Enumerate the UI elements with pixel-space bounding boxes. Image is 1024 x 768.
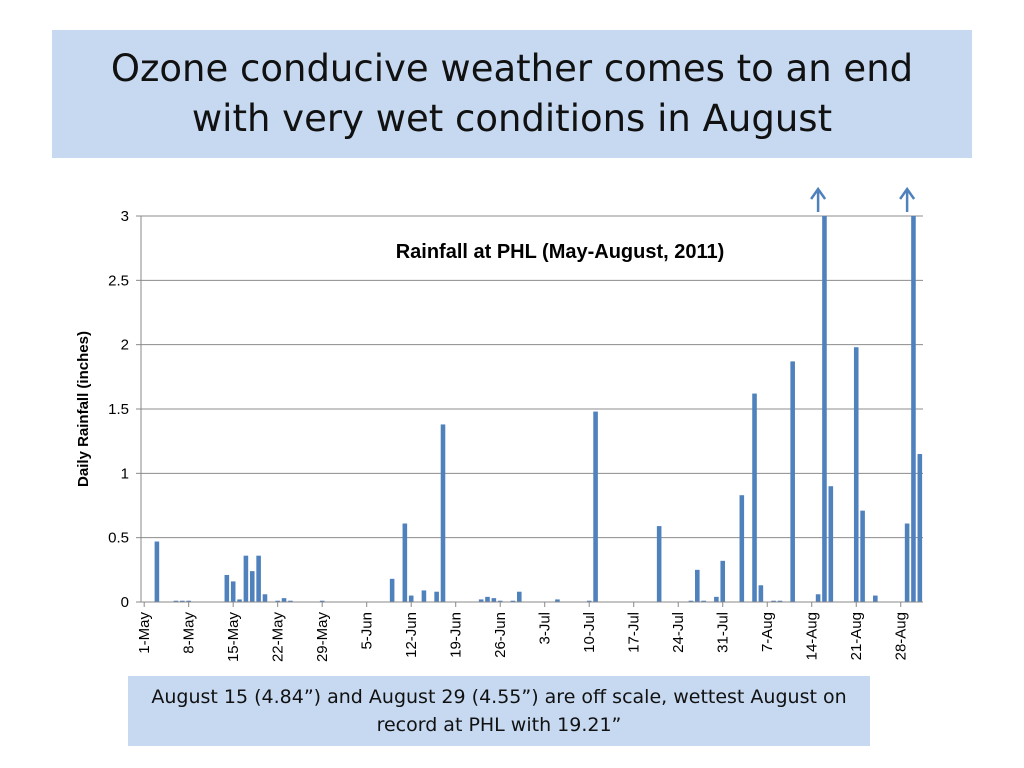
bar-5-Aug [752, 393, 757, 602]
x-tick-label: 17-Jul [626, 612, 643, 653]
bar-5-Jul [555, 599, 560, 602]
bar-3-May [154, 541, 160, 602]
bar-17-Jun [440, 424, 446, 602]
bar-28-Jul [701, 600, 706, 602]
y-tick-labels: 0 0.5 1 1.5 2 2.5 3 [108, 208, 141, 611]
bar-8-May [186, 600, 191, 602]
x-tick-label: 26-Jun [492, 612, 509, 658]
bar-22-May [275, 600, 280, 602]
x-tick-label: 22-May [270, 612, 287, 663]
bar-20-May [262, 594, 268, 602]
bar-24-Jun [485, 596, 490, 602]
bar-23-May [281, 598, 287, 602]
bar-14-May [224, 574, 230, 602]
off-scale-arrows [810, 186, 916, 212]
bar-3-Aug [739, 495, 745, 602]
off-scale-arrow-29-Aug [899, 186, 916, 212]
x-tick-label: 24-Jul [670, 612, 687, 653]
bar-31-Jul [720, 560, 726, 602]
chart-title: Rainfall at PHL (May-August, 2011) [396, 241, 725, 263]
bar-7-May [180, 600, 185, 602]
bar-23-Jun [478, 599, 484, 602]
bar-29-May [319, 600, 325, 602]
off-scale-arrow-15-Aug [810, 186, 827, 212]
bar-27-Jul [695, 569, 700, 602]
x-tick-label: 7-Aug [759, 612, 776, 652]
x-tick-label: 21-Aug [848, 612, 865, 660]
bar-30-Aug [911, 216, 916, 602]
bar-25-Jun [491, 598, 497, 602]
y-tick-label: 1 [121, 465, 129, 482]
y-axis-title: Daily Rainfall (inches) [75, 331, 92, 487]
bar-22-Aug [860, 510, 865, 602]
bar-28-Jun [510, 600, 516, 602]
x-tick-labels: 1-May 8-May 15-May 22-May 29-May 5-Jun 12-Jun 1… [136, 602, 910, 662]
x-tick-label: 12-Jun [403, 612, 420, 658]
y-tick-label: 3 [121, 208, 129, 225]
x-tick-label: 1-May [136, 612, 153, 654]
bar-14-Jun [421, 590, 427, 602]
x-tick-label: 15-May [225, 612, 242, 663]
y-tick-label: 0 [121, 594, 129, 611]
bar-16-Aug [822, 216, 827, 602]
bar-18-May [249, 571, 255, 602]
bar-9-Jun [389, 578, 395, 602]
x-tick-label: 3-Jul [537, 612, 554, 645]
bar-24-Aug [873, 595, 878, 602]
bar-6-Aug [758, 585, 764, 602]
bar-16-May [237, 599, 242, 602]
bar-10-Jul [586, 600, 592, 602]
y-tick-label: 0.5 [108, 530, 129, 547]
bar-8-Aug [771, 600, 776, 602]
bar-11-Jun [402, 523, 408, 602]
footnote-text: August 15 (4.84”) and August 29 (4.55”) … [151, 686, 847, 736]
bar-17-Aug [828, 486, 834, 602]
x-tick-label: 19-Jun [448, 612, 465, 658]
bar-15-May [230, 581, 236, 602]
footnote-box: August 15 (4.84”) and August 29 (4.55”) … [128, 676, 870, 746]
bar-19-May [256, 555, 261, 602]
y-tick-label: 1.5 [108, 401, 129, 418]
slide-title-box: Ozone conducive weather comes to an end … [52, 30, 972, 158]
x-tick-label: 14-Aug [804, 612, 821, 660]
bar-31-Aug [917, 454, 923, 602]
bar-21-Aug [853, 347, 859, 602]
gridlines [141, 215, 923, 603]
x-tick-label: 31-Jul [715, 612, 732, 653]
bar-9-Aug [777, 600, 783, 602]
y-tick-label: 2.5 [108, 272, 129, 289]
y-tick-label: 2 [121, 337, 129, 354]
bar-29-Aug [904, 523, 910, 602]
bar-11-Aug [790, 361, 795, 602]
bar-11-Jul [593, 411, 598, 602]
x-tick-label: 8-May [181, 612, 198, 654]
bar-15-Aug [815, 594, 821, 602]
bar-24-May [288, 600, 293, 602]
bar-29-Jun [516, 591, 522, 602]
x-tick-label: 5-Jun [359, 612, 376, 650]
x-tick-label: 28-Aug [893, 612, 910, 660]
bar-26-Jun [497, 600, 503, 602]
bar-30-Jul [714, 596, 719, 602]
x-tick-label: 10-Jul [581, 612, 598, 653]
bar-16-Jun [434, 591, 439, 602]
slide-title: Ozone conducive weather comes to an end … [110, 47, 914, 140]
bar-6-May [173, 600, 179, 602]
bar-12-Jun [408, 595, 414, 602]
bar-17-May [243, 555, 249, 602]
bars [154, 216, 923, 602]
bar-26-Jul [688, 600, 694, 602]
bar-21-Jul [656, 526, 662, 602]
x-tick-label: 29-May [314, 612, 331, 663]
